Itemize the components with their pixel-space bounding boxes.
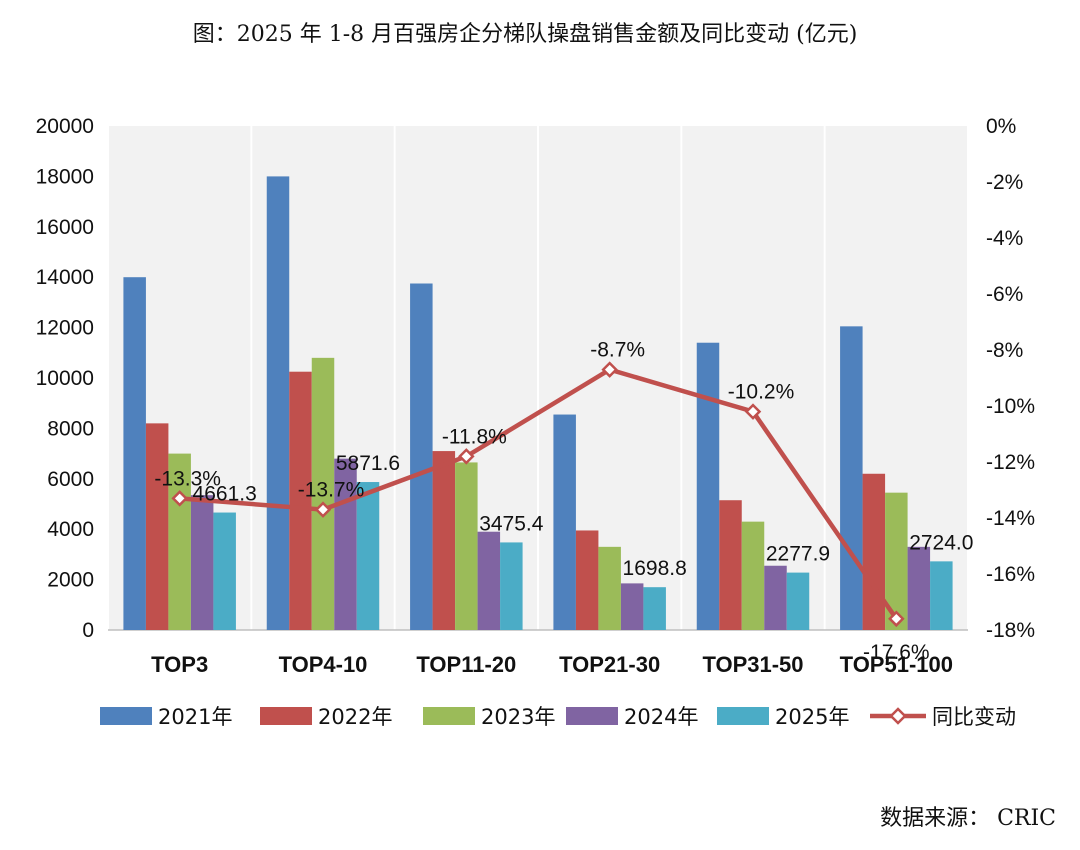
bar bbox=[123, 277, 146, 630]
yoy-point bbox=[888, 610, 905, 628]
chart-title: 图：2025 年 1-8 月百强房企分梯队操盘销售金额及同比变动 (亿元) bbox=[192, 22, 858, 47]
bar bbox=[410, 283, 433, 630]
y2-tick-label: -2% bbox=[986, 171, 1023, 194]
legend-swatch bbox=[566, 707, 618, 725]
bar bbox=[500, 542, 523, 630]
bar bbox=[930, 561, 953, 630]
bar bbox=[840, 326, 863, 630]
bar bbox=[289, 371, 312, 630]
bar bbox=[266, 176, 290, 630]
yoy-line-path bbox=[179, 367, 899, 621]
bar bbox=[620, 583, 644, 630]
bar bbox=[356, 482, 380, 630]
legend-label: 2025年 bbox=[775, 705, 849, 729]
y-tick-label: 4000 bbox=[47, 518, 94, 541]
x-tick-label: TOP4-10 bbox=[279, 652, 368, 677]
legend-swatch bbox=[717, 707, 769, 725]
bar bbox=[598, 546, 621, 630]
bar bbox=[432, 451, 456, 630]
bar bbox=[643, 587, 666, 630]
yoy-line bbox=[171, 361, 905, 628]
bars bbox=[123, 176, 953, 630]
y2-tick-label: -18% bbox=[986, 619, 1035, 642]
bar bbox=[477, 531, 501, 630]
y-tick-label: 20000 bbox=[36, 115, 94, 138]
y-tick-label: 14000 bbox=[36, 266, 94, 289]
legend-swatch bbox=[260, 707, 312, 725]
source-note: 数据来源： CRIC bbox=[880, 806, 1056, 831]
bar-data-label: 2277.9 bbox=[766, 543, 830, 566]
bar-data-label: 3475.4 bbox=[479, 512, 544, 535]
legend-label: 2023年 bbox=[481, 705, 555, 729]
yoy-point bbox=[601, 361, 618, 378]
legend-label: 2022年 bbox=[318, 705, 392, 729]
yoy-data-label: -8.7% bbox=[590, 339, 645, 362]
yoy-data-label: -11.8% bbox=[442, 425, 507, 448]
bar bbox=[786, 572, 810, 630]
yoy-point bbox=[458, 448, 475, 465]
yoy-data-label: -17.6% bbox=[863, 641, 930, 664]
legend: 2021年 2022年 2023年 2024年 2025年 同比变动 bbox=[100, 705, 1016, 729]
y-tick-label: 18000 bbox=[36, 165, 94, 188]
data-labels: 4661.3 5871.6 3475.4 1698.8 2277.9 2724.0 -13.… bbox=[154, 339, 973, 664]
y2-tick-label: -4% bbox=[986, 227, 1023, 250]
bar bbox=[575, 530, 599, 630]
x-tick-label: TOP31-50 bbox=[702, 652, 803, 677]
yoy-point bbox=[744, 403, 762, 420]
y2-tick-label: -14% bbox=[986, 507, 1035, 530]
x-tick-label: TOP51-100 bbox=[840, 652, 953, 677]
y-tick-label: 10000 bbox=[36, 367, 94, 390]
legend-swatch bbox=[423, 707, 475, 725]
yoy-point bbox=[314, 501, 332, 518]
yoy-data-label: -13.7% bbox=[298, 479, 365, 502]
x-tick-label: TOP21-30 bbox=[559, 652, 660, 677]
y-tick-label: 8000 bbox=[47, 417, 94, 440]
bar bbox=[455, 462, 478, 630]
bar-data-label: 2724.0 bbox=[909, 531, 973, 554]
bar-data-label: 5871.6 bbox=[336, 452, 400, 475]
bar bbox=[213, 512, 236, 630]
yoy-data-label: -13.3% bbox=[154, 467, 221, 490]
y2-tick-label: -10% bbox=[986, 395, 1035, 418]
x-tick-label: TOP11-20 bbox=[416, 652, 516, 677]
legend-label: 2021年 bbox=[158, 705, 232, 729]
x-tick-label: TOP3 bbox=[151, 652, 208, 677]
yoy-point bbox=[171, 490, 188, 507]
bar bbox=[553, 414, 576, 630]
bar bbox=[764, 565, 787, 630]
y-tick-label: 2000 bbox=[47, 569, 94, 592]
bar bbox=[311, 357, 335, 630]
bar bbox=[145, 423, 169, 630]
y2-tick-label: -6% bbox=[986, 283, 1023, 306]
bar bbox=[885, 492, 908, 630]
y2-tick-label: -16% bbox=[986, 563, 1035, 586]
bar bbox=[741, 521, 765, 630]
y-tick-label: 12000 bbox=[36, 317, 94, 340]
y2-tick-label: -8% bbox=[986, 339, 1023, 362]
legend-label: 同比变动 bbox=[932, 705, 1016, 729]
legend-label: 2024年 bbox=[624, 705, 698, 729]
bar bbox=[907, 546, 931, 630]
y-tick-label: 16000 bbox=[36, 216, 94, 239]
gridlines bbox=[107, 126, 969, 630]
y2-tick-label: -12% bbox=[986, 451, 1035, 474]
y-tick-label: 6000 bbox=[47, 468, 94, 491]
bar bbox=[696, 342, 720, 630]
bar-data-label: 4661.3 bbox=[193, 483, 257, 506]
bar-data-label: 1698.8 bbox=[623, 557, 687, 580]
y-tick-label: 0 bbox=[82, 619, 94, 642]
axes: 0 2000 4000 6000 8000 10000 12000 14000 16000 180… bbox=[36, 115, 1035, 677]
bar bbox=[190, 495, 214, 630]
bar bbox=[862, 473, 886, 630]
bar bbox=[719, 500, 742, 630]
yoy-data-label: -10.2% bbox=[728, 381, 795, 404]
legend-marker bbox=[889, 707, 907, 725]
y2-tick-label: 0% bbox=[986, 115, 1016, 138]
legend-swatch bbox=[100, 707, 152, 725]
